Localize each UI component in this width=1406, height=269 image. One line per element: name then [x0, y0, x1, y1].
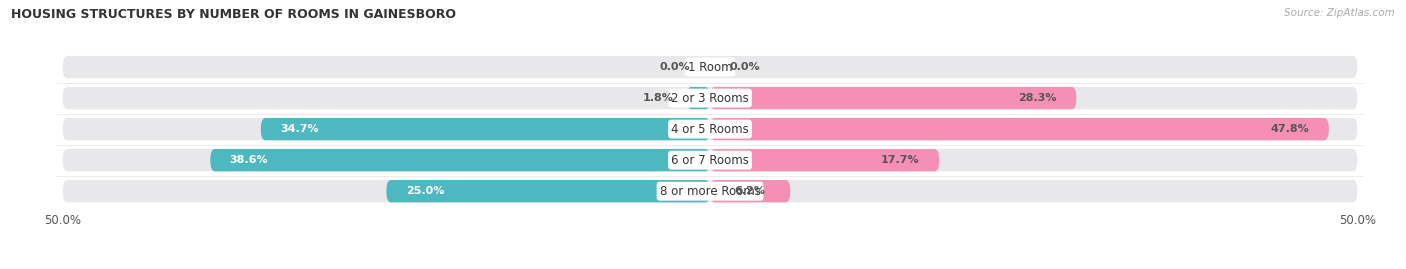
FancyBboxPatch shape: [710, 87, 1077, 109]
Text: 0.0%: 0.0%: [730, 62, 761, 72]
Text: 6.2%: 6.2%: [735, 186, 766, 196]
Text: 47.8%: 47.8%: [1271, 124, 1309, 134]
FancyBboxPatch shape: [686, 87, 710, 109]
FancyBboxPatch shape: [63, 56, 1357, 78]
FancyBboxPatch shape: [710, 180, 790, 202]
Text: 28.3%: 28.3%: [1018, 93, 1057, 103]
FancyBboxPatch shape: [63, 87, 1357, 109]
Text: HOUSING STRUCTURES BY NUMBER OF ROOMS IN GAINESBORO: HOUSING STRUCTURES BY NUMBER OF ROOMS IN…: [11, 8, 457, 21]
Text: 1.8%: 1.8%: [643, 93, 673, 103]
Text: 1 Room: 1 Room: [688, 61, 733, 73]
FancyBboxPatch shape: [710, 149, 939, 171]
Text: 6 or 7 Rooms: 6 or 7 Rooms: [671, 154, 749, 167]
FancyBboxPatch shape: [63, 118, 1357, 140]
Text: 4 or 5 Rooms: 4 or 5 Rooms: [671, 123, 749, 136]
FancyBboxPatch shape: [63, 149, 1357, 171]
FancyBboxPatch shape: [211, 149, 710, 171]
Text: 8 or more Rooms: 8 or more Rooms: [659, 185, 761, 198]
FancyBboxPatch shape: [63, 180, 1357, 202]
Text: 17.7%: 17.7%: [882, 155, 920, 165]
Text: 2 or 3 Rooms: 2 or 3 Rooms: [671, 91, 749, 105]
Text: Source: ZipAtlas.com: Source: ZipAtlas.com: [1284, 8, 1395, 18]
Text: 0.0%: 0.0%: [659, 62, 690, 72]
Text: 38.6%: 38.6%: [229, 155, 269, 165]
Text: 25.0%: 25.0%: [406, 186, 444, 196]
FancyBboxPatch shape: [710, 118, 1329, 140]
Text: 34.7%: 34.7%: [280, 124, 319, 134]
FancyBboxPatch shape: [260, 118, 710, 140]
FancyBboxPatch shape: [387, 180, 710, 202]
